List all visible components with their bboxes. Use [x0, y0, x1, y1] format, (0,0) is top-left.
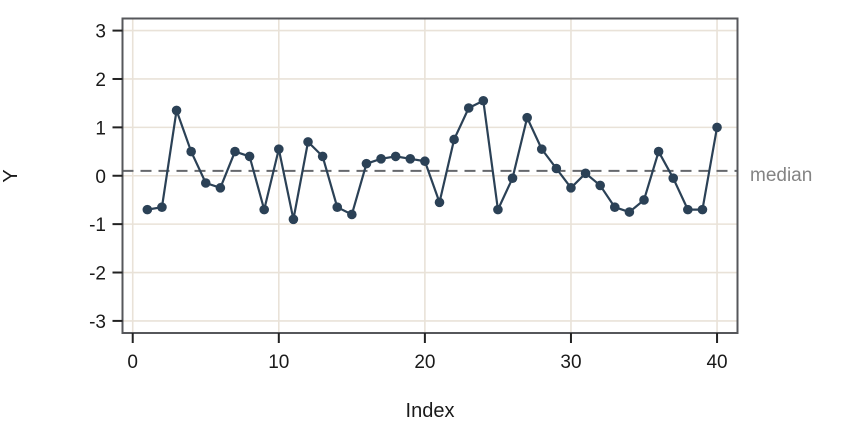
- data-point: [507, 173, 518, 183]
- data-series-layer: [142, 95, 722, 225]
- data-point: [332, 202, 343, 212]
- x-tick-label: 30: [560, 352, 581, 373]
- y-axis-title: Y: [0, 169, 22, 182]
- x-tick-label: 0: [127, 352, 138, 373]
- x-tick-label: 10: [268, 352, 289, 373]
- y-tick-label: 3: [95, 22, 106, 43]
- data-point: [683, 204, 693, 215]
- x-tick-label: 40: [706, 352, 727, 373]
- data-point: [697, 204, 708, 215]
- data-point: [405, 154, 416, 164]
- data-point: [259, 204, 269, 215]
- data-point: [668, 173, 679, 183]
- y-tick-label: 2: [95, 70, 106, 91]
- data-point: [580, 168, 591, 179]
- data-point: [434, 197, 445, 208]
- data-point: [230, 146, 240, 157]
- data-point: [639, 195, 649, 205]
- data-point: [317, 151, 328, 162]
- data-point: [478, 95, 489, 106]
- median-label: median: [750, 165, 812, 186]
- data-point: [420, 156, 430, 167]
- y-tick-label: -3: [89, 312, 106, 333]
- y-tick-label: -2: [89, 264, 106, 285]
- data-point: [463, 103, 474, 113]
- data-point: [244, 151, 255, 162]
- axis-ticks: [112, 29, 719, 343]
- data-point: [536, 144, 547, 154]
- data-point: [390, 151, 401, 162]
- data-point: [449, 134, 459, 145]
- x-axis-title: Index: [406, 400, 455, 422]
- data-point: [376, 154, 386, 164]
- data-point: [274, 144, 284, 154]
- data-point: [522, 112, 532, 123]
- y-tick-label: 0: [95, 167, 106, 188]
- data-point: [566, 183, 576, 193]
- data-point: [712, 122, 722, 133]
- data-point: [361, 158, 372, 169]
- data-point: [186, 146, 196, 157]
- data-point: [288, 214, 299, 225]
- data-point: [595, 180, 605, 191]
- data-point: [157, 202, 167, 212]
- data-point: [653, 146, 664, 157]
- data-point: [215, 183, 226, 193]
- y-tick-label: -1: [89, 215, 106, 236]
- data-point: [142, 204, 153, 215]
- x-tick-label: 20: [414, 352, 435, 373]
- data-point: [200, 178, 211, 188]
- data-point: [609, 202, 620, 212]
- data-point: [624, 207, 635, 217]
- data-point: [551, 163, 562, 174]
- data-point: [171, 105, 182, 116]
- data-line: [146, 99, 719, 221]
- data-point: [303, 137, 313, 147]
- data-point: [347, 209, 357, 220]
- y-tick-label: 1: [95, 118, 106, 139]
- data-point: [493, 204, 503, 215]
